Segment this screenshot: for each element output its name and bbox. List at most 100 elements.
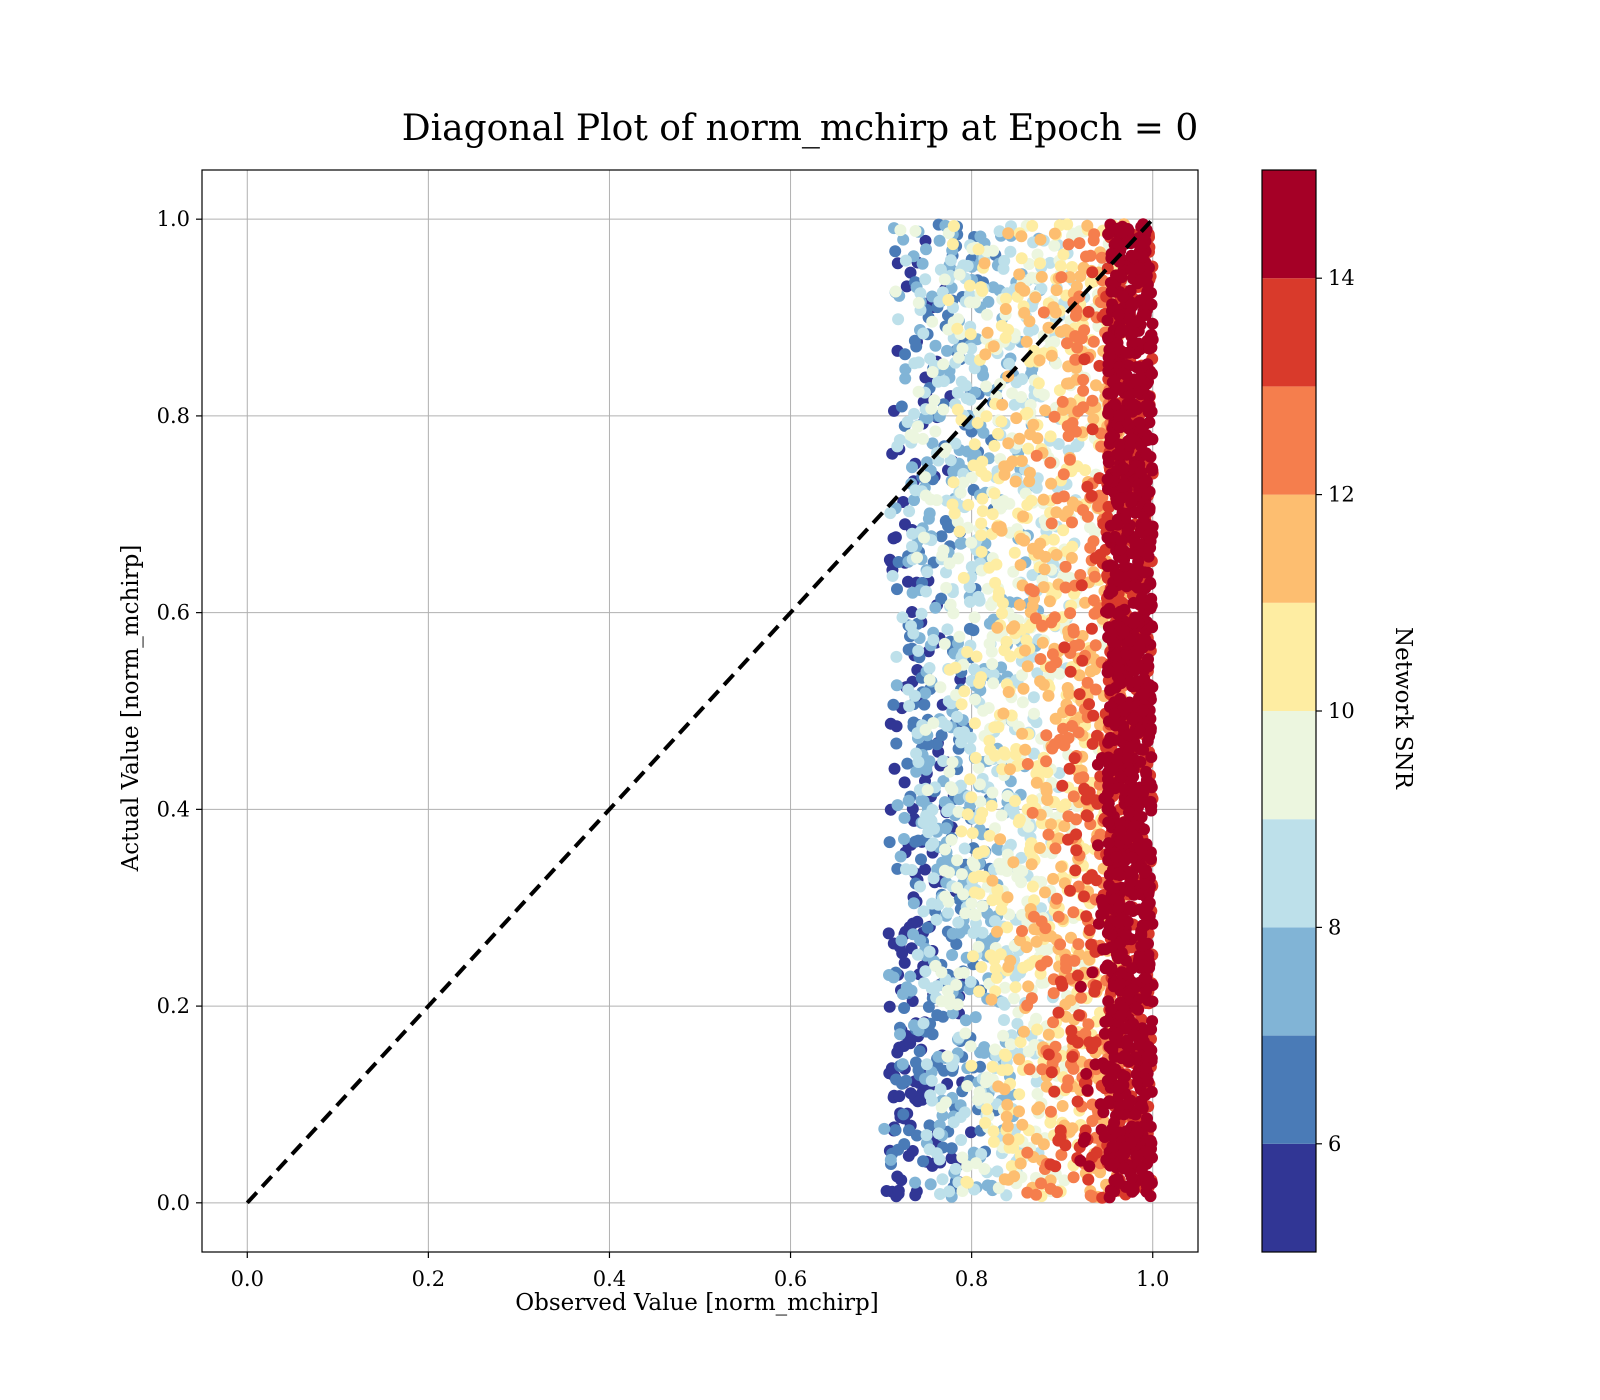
scatter-point: [1056, 395, 1069, 408]
scatter-point: [1146, 464, 1159, 477]
scatter-point: [1066, 516, 1078, 529]
scatter-point: [1020, 335, 1033, 348]
scatter-point: [997, 1029, 1010, 1042]
scatter-point: [964, 581, 976, 594]
scatter-point: [995, 903, 1008, 916]
scatter-point: [956, 342, 969, 355]
scatter-point: [1121, 700, 1134, 713]
scatter-point: [976, 900, 989, 913]
scatter-point: [1077, 771, 1090, 784]
scatter-point: [1062, 810, 1075, 823]
scatter-point: [899, 363, 912, 376]
scatter-point: [1013, 598, 1026, 611]
scatter-point: [1049, 842, 1062, 855]
scatter-point: [1146, 367, 1158, 380]
scatter-point: [1113, 409, 1126, 422]
scatter-point: [968, 886, 981, 899]
scatter-point: [1045, 517, 1058, 530]
scatter-point: [965, 536, 978, 549]
scatter-point: [1007, 856, 1020, 869]
scatter-point: [1001, 891, 1014, 904]
scatter-point: [998, 1014, 1010, 1026]
scatter-point: [942, 895, 955, 908]
scatter-point: [1052, 438, 1065, 450]
scatter-point: [1118, 560, 1131, 572]
scatter-point: [1061, 377, 1073, 390]
scatter-point: [1142, 1075, 1154, 1088]
scatter-point: [909, 1189, 922, 1202]
scatter-point: [949, 1162, 962, 1175]
scatter-point: [1120, 369, 1133, 382]
scatter-point: [1015, 252, 1028, 265]
scatter-point: [902, 794, 915, 807]
scatter-point: [1132, 385, 1145, 398]
scatter-point: [892, 1184, 905, 1197]
scatter-point: [1088, 607, 1101, 620]
scatter-point: [1087, 413, 1100, 425]
scatter-point: [1078, 890, 1090, 903]
scatter-point: [926, 366, 939, 378]
colorbar-tick-label: 14: [1328, 266, 1355, 290]
scatter-point: [1044, 661, 1057, 674]
scatter-point: [1073, 1009, 1086, 1022]
scatter-point: [934, 263, 947, 276]
scatter-point: [911, 915, 924, 928]
scatter-point: [927, 872, 940, 885]
scatter-point: [1056, 979, 1069, 992]
scatter-point: [894, 224, 907, 237]
scatter-point: [1124, 634, 1136, 647]
scatter-point: [1052, 1026, 1065, 1039]
scatter-point: [954, 1111, 967, 1123]
scatter-point: [930, 494, 943, 507]
scatter-point: [1004, 763, 1016, 776]
scatter-point: [1104, 519, 1117, 532]
colorbar-tick-label: 6: [1328, 1132, 1341, 1156]
scatter-point: [1086, 966, 1099, 979]
scatter-point: [968, 611, 981, 624]
scatter-point: [967, 950, 979, 963]
scatter-point: [1144, 1120, 1157, 1133]
scatter-point: [1081, 872, 1094, 885]
scatter-point: [912, 644, 925, 657]
scatter-point: [976, 492, 989, 505]
scatter-point: [1022, 980, 1035, 993]
scatter-point: [1009, 475, 1022, 488]
scatter-point: [1014, 1157, 1027, 1170]
scatter-point: [890, 650, 903, 663]
scatter-point: [1105, 928, 1118, 941]
scatter-point: [1101, 314, 1114, 327]
scatter-point: [941, 623, 954, 636]
scatter-point: [940, 581, 953, 594]
scatter-point: [983, 829, 996, 842]
scatter-point: [964, 731, 977, 744]
scatter-point: [1045, 477, 1058, 490]
scatter-point: [1044, 1174, 1057, 1187]
scatter-point: [899, 372, 912, 385]
scatter-point: [991, 1165, 1004, 1178]
scatter-point: [1008, 620, 1021, 633]
scatter-point: [1016, 727, 1029, 740]
scatter-point: [1064, 884, 1076, 897]
scatter-point: [975, 517, 988, 530]
scatter-point: [949, 661, 962, 674]
scatter-point: [1079, 464, 1092, 477]
scatter-point: [965, 1126, 977, 1139]
scatter-point: [898, 811, 911, 824]
scatter-point: [1120, 580, 1133, 593]
scatter-point: [1055, 1148, 1068, 1161]
scatter-point: [1138, 566, 1151, 579]
scatter-point: [1064, 607, 1077, 620]
scatter-point: [1045, 818, 1057, 831]
scatter-point: [1077, 373, 1090, 386]
scatter-point: [904, 970, 917, 983]
scatter-point: [1018, 1025, 1030, 1038]
scatter-point: [1113, 1176, 1126, 1189]
scatter-point: [1030, 1075, 1043, 1088]
scatter-point: [1064, 704, 1077, 717]
y-tick-label: 0.6: [157, 601, 190, 625]
scatter-point: [1124, 765, 1137, 778]
scatter-point: [1043, 595, 1056, 608]
scatter-point: [1065, 551, 1078, 564]
scatter-point: [902, 643, 915, 656]
scatter-point: [880, 1185, 893, 1197]
